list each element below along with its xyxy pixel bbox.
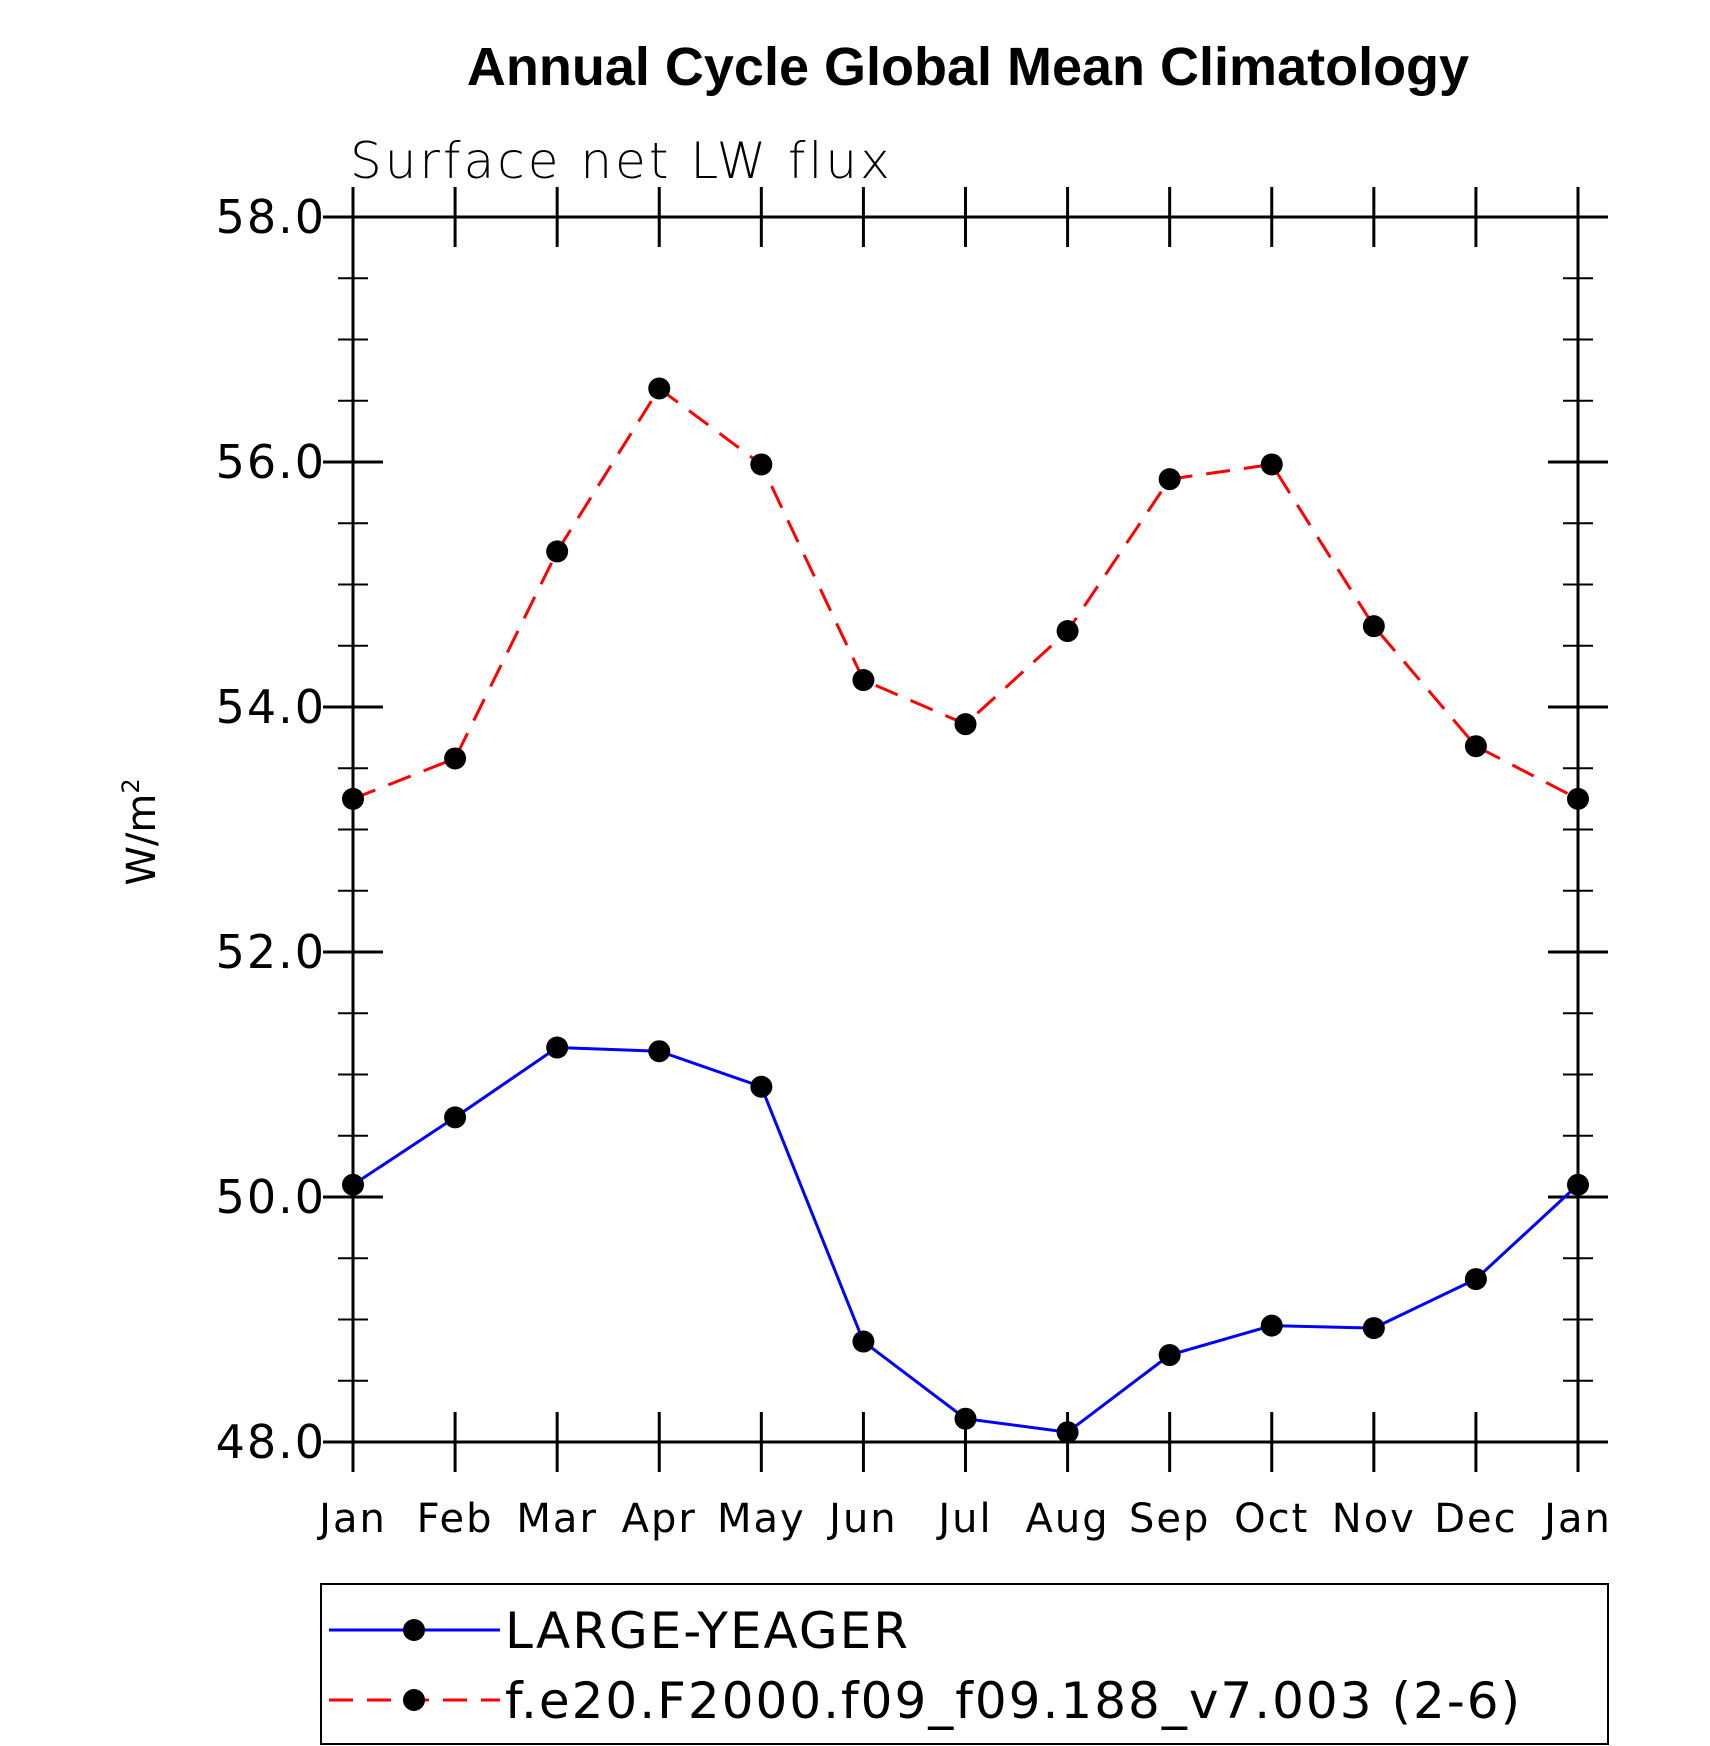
x-tick-label: Mar [516, 1496, 597, 1542]
data-point [1056, 1421, 1079, 1444]
data-point [852, 1330, 875, 1353]
x-tick-label: May [717, 1496, 806, 1542]
y-axis-label: W/m2 [117, 778, 165, 885]
data-point [1260, 1314, 1283, 1337]
legend-items: LARGE-YEAGER f.e20.F2000.f09_f09.188_v7.0… [329, 1602, 1522, 1730]
series-line-2 [352, 386, 1579, 801]
x-tick-label: Oct [1234, 1496, 1309, 1542]
y-tick-label: 48.0 [216, 1415, 326, 1469]
legend: LARGE-YEAGER f.e20.F2000.f09_f09.188_v7.0… [320, 1583, 1609, 1745]
y-axis-label-superscript: 2 [117, 778, 145, 793]
legend-box [320, 1583, 1609, 1745]
data-point [1362, 615, 1385, 638]
y-tick-label: 56.0 [216, 435, 326, 489]
y-tick-label: 54.0 [216, 680, 326, 734]
x-tick-label: Feb [417, 1496, 494, 1542]
x-tick-label: Apr [622, 1496, 697, 1542]
data-point [1464, 735, 1487, 758]
legend-label-1: LARGE-YEAGER [505, 1602, 910, 1660]
axis-ticks [323, 187, 1608, 1472]
data-point [1158, 1344, 1181, 1367]
plot-frame [351, 215, 1580, 1444]
data-point [1464, 1268, 1487, 1291]
data-point [1362, 1317, 1385, 1340]
chart-subtitle: Surface net LW flux [350, 132, 893, 190]
x-tick-label: Dec [1434, 1496, 1517, 1542]
y-axis-label-base: W/m [119, 794, 165, 886]
chart-title: Annual Cycle Global Mean Climatology [467, 37, 1469, 97]
y-tick-label: 52.0 [216, 925, 326, 979]
data-point [444, 1106, 467, 1129]
data-point [1056, 620, 1079, 643]
data-point [1158, 468, 1181, 491]
legend-marker-1 [403, 1619, 425, 1641]
data-point [852, 669, 875, 692]
x-tick-labels: Jan Feb Mar Apr May Jun Jul Aug Sep Oct Nov Dec Jan [316, 1496, 1612, 1542]
data-point [750, 1075, 773, 1098]
data-point [648, 377, 671, 400]
legend-label-2: f.e20.F2000.f09_f09.188_v7.003 (2-6) [505, 1672, 1522, 1730]
x-tick-label: Aug [1026, 1496, 1110, 1542]
data-point [546, 540, 569, 563]
y-tick-labels: 48.0 50.0 52.0 54.0 56.0 58.0 [216, 190, 326, 1469]
data-point [444, 747, 467, 770]
data-point [546, 1036, 569, 1059]
legend-marker-2 [403, 1689, 425, 1711]
x-tick-label: Nov [1332, 1496, 1416, 1542]
data-point [750, 453, 773, 476]
data-point [648, 1040, 671, 1063]
series-line-1 [352, 1046, 1580, 1434]
data-point [954, 713, 977, 736]
x-tick-label: Sep [1129, 1496, 1210, 1542]
y-tick-label: 58.0 [216, 190, 326, 244]
series-layer [342, 377, 1589, 1444]
x-tick-label: Jun [826, 1496, 898, 1542]
data-point [1260, 453, 1283, 476]
data-point [954, 1407, 977, 1430]
y-tick-label: 50.0 [216, 1170, 326, 1224]
x-tick-label: Jul [935, 1496, 992, 1542]
x-tick-label: Jan [1541, 1496, 1612, 1542]
x-tick-label: Jan [316, 1496, 387, 1542]
